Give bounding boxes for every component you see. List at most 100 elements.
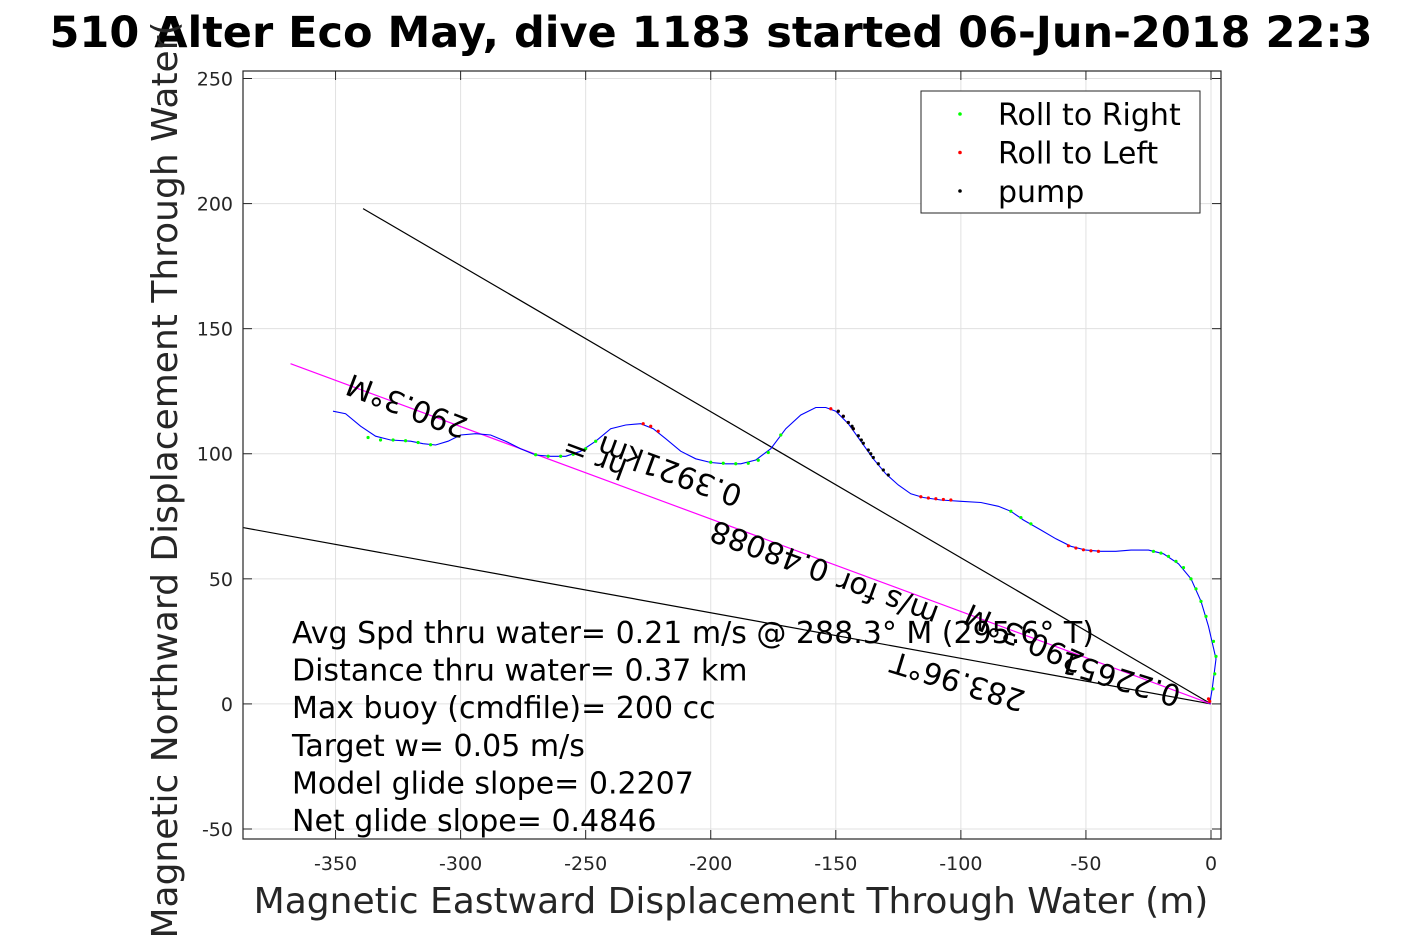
roll-left-point (656, 429, 660, 433)
legend-box (920, 90, 1201, 214)
roll-right-point (428, 443, 433, 447)
roll-right-point (1174, 559, 1178, 563)
stat-line: Max buoy (cmdfile)= 200 cc (292, 691, 716, 726)
axis-ticks: -350 -300 -250 -200 -150 -100 -50 0 -50 0 50 100 150… (197, 69, 1221, 875)
pump-point (859, 438, 863, 442)
roll-right-point (1159, 551, 1163, 555)
pump-point (876, 462, 880, 466)
plot-frame (242, 70, 1222, 840)
roll-left-point (1206, 697, 1211, 701)
roll-right-point (378, 438, 383, 442)
legend-marker (958, 189, 962, 193)
stat-line: Model glide slope= 0.2207 (292, 766, 694, 801)
pump-point (856, 434, 860, 438)
legend-label: pump (998, 175, 1084, 210)
roll-left-point (1096, 549, 1101, 553)
dive-stats: Avg Spd thru water= 0.21 m/s @ 288.3° M … (291, 616, 1094, 839)
roll-right-point (766, 450, 770, 455)
roll-left-point (649, 424, 653, 428)
pump-point (869, 452, 873, 456)
roll-right-point (391, 438, 395, 442)
track-series (332, 406, 1217, 704)
roll-right-point (1211, 687, 1215, 691)
roll-right-point (1189, 577, 1193, 581)
chart-title: 510 Alter Eco May, dive 1183 started 06-… (49, 8, 1372, 58)
stat-line: Target w= 0.05 m/s (291, 729, 585, 764)
roll-right-point (1214, 654, 1218, 658)
pump-point (850, 424, 854, 428)
roll-right-point (779, 433, 783, 437)
x-tick-label: -50 (1070, 853, 1101, 875)
y-tick-label: 150 (197, 319, 233, 341)
reference-lines (242, 208, 1212, 705)
marker-series (366, 407, 1218, 704)
legend-marker (958, 150, 962, 155)
pump-point (871, 455, 875, 460)
roll-right-point (1029, 522, 1033, 526)
pump-point (836, 409, 840, 413)
y-axis-label: Magnetic Northward Displacement Through … (145, 21, 186, 938)
roll-right-point (594, 439, 598, 443)
roll-right-point (559, 454, 563, 458)
pump-point (861, 441, 865, 445)
stat-line: Avg Spd thru water= 0.21 m/s @ 288.3° M … (292, 616, 1094, 651)
roll-right-point (571, 452, 575, 456)
roll-right-point (403, 439, 408, 443)
roll-left-point (641, 422, 645, 426)
heading_line (362, 208, 1212, 705)
roll-left-point (941, 497, 945, 502)
pump-point (846, 420, 850, 425)
pump-point (886, 473, 890, 477)
pump-point (851, 427, 855, 431)
y-tick-label: 100 (197, 444, 233, 466)
roll-left-point (919, 495, 923, 499)
roll-left-point (926, 496, 930, 500)
roll-left-point (1089, 549, 1093, 553)
pump-point (841, 414, 845, 418)
roll-right-point (746, 461, 750, 465)
y-tick-label: 250 (197, 69, 233, 91)
x-tick-label: 0 (1205, 853, 1217, 875)
roll-left-point (934, 497, 938, 501)
roll-right-point (584, 447, 588, 451)
roll-right-point (1204, 614, 1208, 618)
x-tick-label: -300 (439, 853, 482, 875)
roll-right-point (1194, 587, 1198, 591)
y-tick-label: 200 (197, 194, 233, 216)
y-tick-label: 0 (221, 694, 233, 716)
legend-label: Roll to Left (998, 137, 1158, 172)
pump-point (866, 448, 870, 452)
stat-line: Net glide slope= 0.4846 (292, 804, 656, 839)
pump-point (881, 468, 885, 472)
roll-right-point (546, 454, 550, 458)
roll-right-point (366, 435, 370, 440)
roll-right-point (1211, 639, 1216, 643)
x-tick-label: -250 (564, 853, 607, 875)
x-tick-label: -150 (814, 853, 857, 875)
x-tick-label: -350 (314, 853, 357, 875)
roll-right-point (721, 461, 725, 465)
roll-right-point (1166, 554, 1171, 558)
roll-left-point (1066, 544, 1071, 548)
x-tick-label: -200 (689, 853, 732, 875)
legend-marker (958, 112, 962, 116)
roll-right-point (1019, 515, 1023, 520)
legend-label: Roll to Right (998, 98, 1181, 133)
roll-left-point (829, 407, 833, 411)
x-axis-label: Magnetic Eastward Displacement Through W… (254, 881, 1209, 922)
roll-right-point (1009, 509, 1013, 513)
roll-left-point (1208, 699, 1212, 704)
roll-right-point (756, 458, 760, 462)
x-tick-label: -100 (939, 853, 982, 875)
roll-left-point (1074, 546, 1078, 550)
y-tick-label: 50 (209, 569, 233, 591)
roll-right-point (534, 453, 538, 457)
roll-right-point (1199, 599, 1203, 603)
net_line (290, 363, 1212, 705)
current_line (242, 526, 1212, 705)
roll-right-point (734, 462, 738, 466)
roll-left-point (949, 498, 953, 502)
glider-track (332, 406, 1217, 704)
